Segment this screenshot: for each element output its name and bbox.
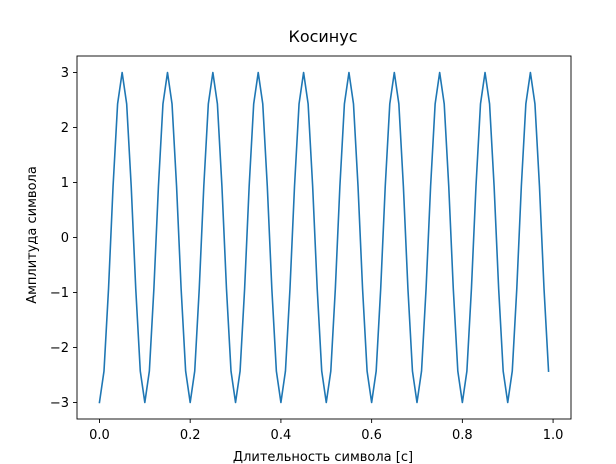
y-tick-label: 0 xyxy=(61,231,69,246)
x-tick-label: 0.0 xyxy=(89,428,110,443)
x-axis-label: Длительность символа [с] xyxy=(233,450,413,464)
y-tick-label: −1 xyxy=(50,286,69,301)
x-tick-label: 0.2 xyxy=(180,428,201,443)
x-tick-label: 0.8 xyxy=(452,428,473,443)
y-tick-label: 1 xyxy=(61,176,69,191)
x-tick-label: 0.4 xyxy=(271,428,292,443)
series-line-0 xyxy=(98,71,550,404)
y-tick-label: −2 xyxy=(50,341,69,356)
y-tick-label: 3 xyxy=(61,66,69,81)
y-tick-label: 2 xyxy=(61,121,69,136)
y-tick-label: −3 xyxy=(50,396,69,411)
chart-title: Косинус xyxy=(288,27,357,46)
x-tick-label: 0.6 xyxy=(361,428,382,443)
plot-area: 0.0 0.2 0.4 0.6 0.8 1.0 −3 −2 −1 0 1 2 3 xyxy=(50,55,572,443)
x-tick-label: 1.0 xyxy=(543,428,564,443)
y-axis-label: Амплитуда символа xyxy=(25,166,40,304)
